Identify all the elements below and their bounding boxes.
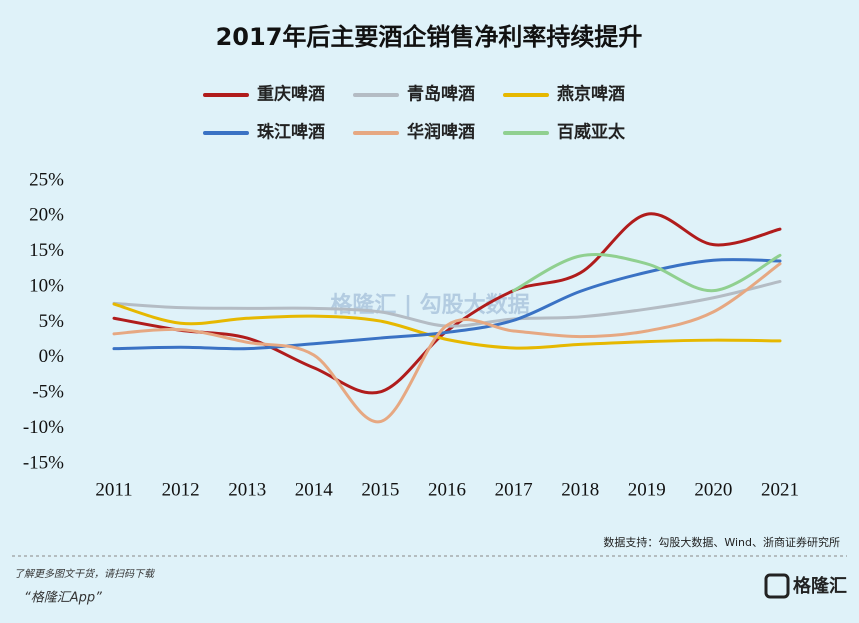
y-tick-label: 20% — [29, 205, 64, 226]
legend-label: 燕京啤酒 — [557, 84, 625, 105]
chart-title: 2017年后主要酒企销售净利率持续提升 — [216, 23, 643, 51]
legend-label: 重庆啤酒 — [257, 84, 325, 105]
x-tick-label: 2020 — [694, 479, 732, 500]
x-tick-label: 2015 — [361, 479, 399, 500]
y-tick-label: 25% — [29, 169, 64, 190]
watermark: 格隆汇 | 勾股大数据 — [330, 292, 529, 318]
legend-label: 华润啤酒 — [407, 122, 475, 143]
x-tick-label: 2014 — [295, 479, 334, 500]
x-tick-label: 2017 — [495, 479, 533, 500]
footer-note: 了解更多图文干货，请扫码下载 — [14, 568, 156, 580]
x-tick-label: 2021 — [761, 479, 799, 500]
series-line — [112, 262, 782, 424]
y-tick-label: 15% — [29, 240, 64, 261]
legend-label: 百威亚太 — [557, 122, 626, 143]
logo-icon — [764, 573, 790, 599]
footer-app: “格隆汇App” — [24, 591, 102, 606]
series-line — [112, 302, 782, 350]
x-tick-label: 2012 — [162, 479, 200, 500]
y-tick-label: 10% — [29, 275, 64, 296]
legend-label: 珠江啤酒 — [257, 122, 325, 143]
x-tick-label: 2016 — [428, 479, 466, 500]
x-tick-label: 2011 — [95, 479, 132, 500]
series-line — [112, 258, 782, 351]
y-tick-label: 5% — [39, 311, 65, 332]
x-tick-label: 2013 — [228, 479, 266, 500]
legend-label: 青岛啤酒 — [407, 84, 475, 105]
source: 数据支持：勾股大数据、Wind、浙商证券研究所 — [603, 535, 840, 549]
y-tick-label: -10% — [23, 417, 64, 438]
y-tick-label: -5% — [32, 382, 64, 403]
y-tick-label: -15% — [23, 452, 64, 473]
x-tick-label: 2018 — [561, 479, 599, 500]
series-line — [512, 253, 782, 293]
x-tick-label: 2019 — [628, 479, 666, 500]
logo: 格隆汇 — [793, 575, 847, 597]
y-tick-label: 0% — [39, 346, 65, 367]
